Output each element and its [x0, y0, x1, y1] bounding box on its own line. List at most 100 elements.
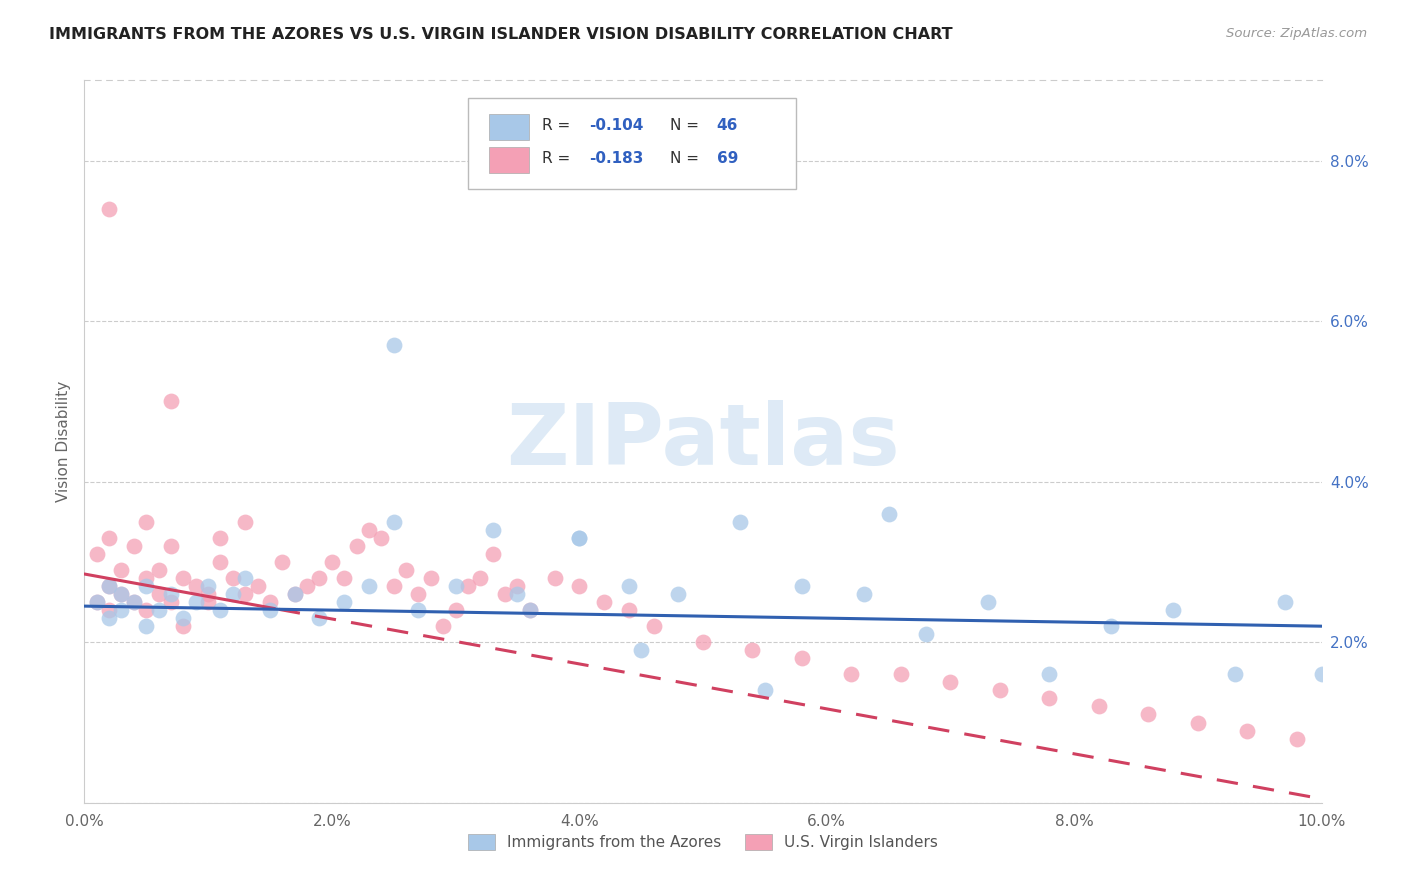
Point [790, 651, 813, 665]
Point [233, 571, 256, 585]
Point [135, 603, 157, 617]
Point [506, 579, 529, 593]
Point [148, 563, 170, 577]
Point [233, 587, 256, 601]
Text: -0.183: -0.183 [589, 151, 644, 166]
Point [98, 611, 121, 625]
Point [1088, 699, 1111, 714]
Point [382, 338, 405, 352]
Point [1274, 595, 1296, 609]
Point [666, 587, 689, 601]
Point [890, 667, 912, 681]
Point [1161, 603, 1184, 617]
Text: R =: R = [543, 151, 575, 166]
Point [852, 587, 875, 601]
Point [209, 603, 232, 617]
Point [86, 595, 108, 609]
Point [790, 579, 813, 593]
Point [86, 595, 108, 609]
Point [1285, 731, 1308, 746]
Point [148, 587, 170, 601]
Point [122, 539, 145, 553]
Point [110, 587, 132, 601]
Point [160, 394, 183, 409]
Point [184, 595, 207, 609]
Point [98, 202, 121, 216]
Point [914, 627, 936, 641]
Point [877, 507, 900, 521]
Point [419, 571, 441, 585]
Point [259, 595, 281, 609]
Point [98, 579, 121, 593]
Point [1236, 723, 1258, 738]
Point [110, 563, 132, 577]
Point [1038, 667, 1060, 681]
Point [246, 579, 269, 593]
Point [284, 587, 307, 601]
Point [135, 579, 157, 593]
Point [284, 587, 307, 601]
FancyBboxPatch shape [468, 98, 796, 189]
Point [481, 547, 503, 561]
Text: ZIPatlas: ZIPatlas [506, 400, 900, 483]
Point [593, 595, 616, 609]
Text: N =: N = [669, 118, 703, 133]
FancyBboxPatch shape [489, 147, 529, 173]
Point [1310, 667, 1333, 681]
Text: 69: 69 [717, 151, 738, 166]
Point [295, 579, 318, 593]
Point [543, 571, 565, 585]
Point [110, 587, 132, 601]
Point [408, 587, 430, 601]
Point [308, 571, 330, 585]
Point [457, 579, 479, 593]
Point [976, 595, 998, 609]
Text: N =: N = [669, 151, 703, 166]
Point [1187, 715, 1209, 730]
Point [357, 523, 380, 537]
Point [506, 587, 529, 601]
Point [233, 515, 256, 529]
Point [617, 579, 640, 593]
Point [741, 643, 763, 657]
Point [357, 579, 380, 593]
Point [1223, 667, 1246, 681]
Point [617, 603, 640, 617]
Point [333, 571, 356, 585]
Point [184, 579, 207, 593]
Point [98, 579, 121, 593]
Point [333, 595, 356, 609]
Point [222, 587, 245, 601]
Point [754, 683, 776, 698]
Point [135, 515, 157, 529]
Text: R =: R = [543, 118, 575, 133]
Point [197, 595, 219, 609]
Legend: Immigrants from the Azores, U.S. Virgin Islanders: Immigrants from the Azores, U.S. Virgin … [461, 829, 945, 856]
Point [841, 667, 863, 681]
Point [222, 571, 245, 585]
FancyBboxPatch shape [489, 114, 529, 139]
Text: 46: 46 [717, 118, 738, 133]
Point [209, 531, 232, 545]
Point [1137, 707, 1160, 722]
Point [160, 539, 183, 553]
Point [135, 571, 157, 585]
Point [939, 675, 962, 690]
Point [444, 603, 467, 617]
Point [160, 587, 183, 601]
Point [172, 571, 194, 585]
Point [382, 515, 405, 529]
Point [321, 555, 343, 569]
Point [135, 619, 157, 633]
Point [110, 603, 132, 617]
Point [98, 531, 121, 545]
Point [630, 643, 652, 657]
Point [643, 619, 665, 633]
Point [408, 603, 430, 617]
Point [86, 547, 108, 561]
Point [346, 539, 368, 553]
Point [728, 515, 751, 529]
Point [308, 611, 330, 625]
Point [988, 683, 1011, 698]
Point [494, 587, 516, 601]
